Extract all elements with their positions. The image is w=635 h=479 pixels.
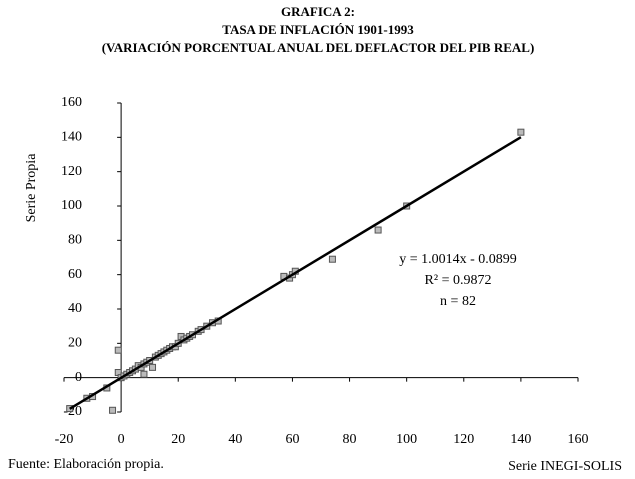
- y-tick-label: 80: [68, 233, 82, 248]
- y-tick-label: 160: [61, 95, 82, 110]
- data-point: [114, 346, 122, 354]
- data-point: [109, 406, 117, 414]
- x-tick-label: 60: [285, 432, 299, 447]
- x-tick-label: -20: [55, 432, 74, 447]
- y-tick-label: 20: [68, 336, 82, 351]
- x-tick-label: 160: [568, 432, 589, 447]
- data-point: [374, 226, 382, 234]
- x-tick-label: 100: [396, 432, 417, 447]
- x-tick-label: 0: [118, 432, 125, 447]
- chart-title: GRAFICA 2:: [281, 4, 355, 19]
- trend-line: [69, 136, 522, 410]
- y-tick-label: 100: [61, 198, 82, 213]
- y-tick-label: 120: [61, 164, 82, 179]
- x-tick-label: 140: [510, 432, 531, 447]
- y-tick-label: 0: [75, 370, 82, 385]
- x-tick-label: 40: [228, 432, 242, 447]
- y-tick-label: 40: [68, 301, 82, 316]
- y-tick-label: 60: [68, 267, 82, 282]
- chart-subtitle: TASA DE INFLACIÓN 1901-1993: [222, 22, 414, 37]
- annotation: n = 82: [440, 294, 476, 309]
- data-point: [517, 128, 525, 136]
- source-note: Fuente: Elaboración propia.: [8, 457, 164, 472]
- data-point: [328, 255, 336, 263]
- x-axis-label: Serie INEGI-SOLIS: [508, 459, 622, 474]
- x-tick-label: 120: [453, 432, 474, 447]
- chart-subtitle: (VARIACIÓN PORCENTUAL ANUAL DEL DEFLACTO…: [102, 40, 535, 55]
- y-axis-label: Serie Propia: [24, 153, 39, 223]
- data-point: [140, 370, 148, 378]
- annotation: y = 1.0014x - 0.0899: [399, 252, 517, 267]
- data-point: [149, 363, 157, 371]
- x-tick-label: 80: [343, 432, 357, 447]
- annotation: R² = 0.9872: [425, 273, 492, 288]
- x-tick-label: 20: [171, 432, 185, 447]
- y-tick-label: 140: [61, 130, 82, 145]
